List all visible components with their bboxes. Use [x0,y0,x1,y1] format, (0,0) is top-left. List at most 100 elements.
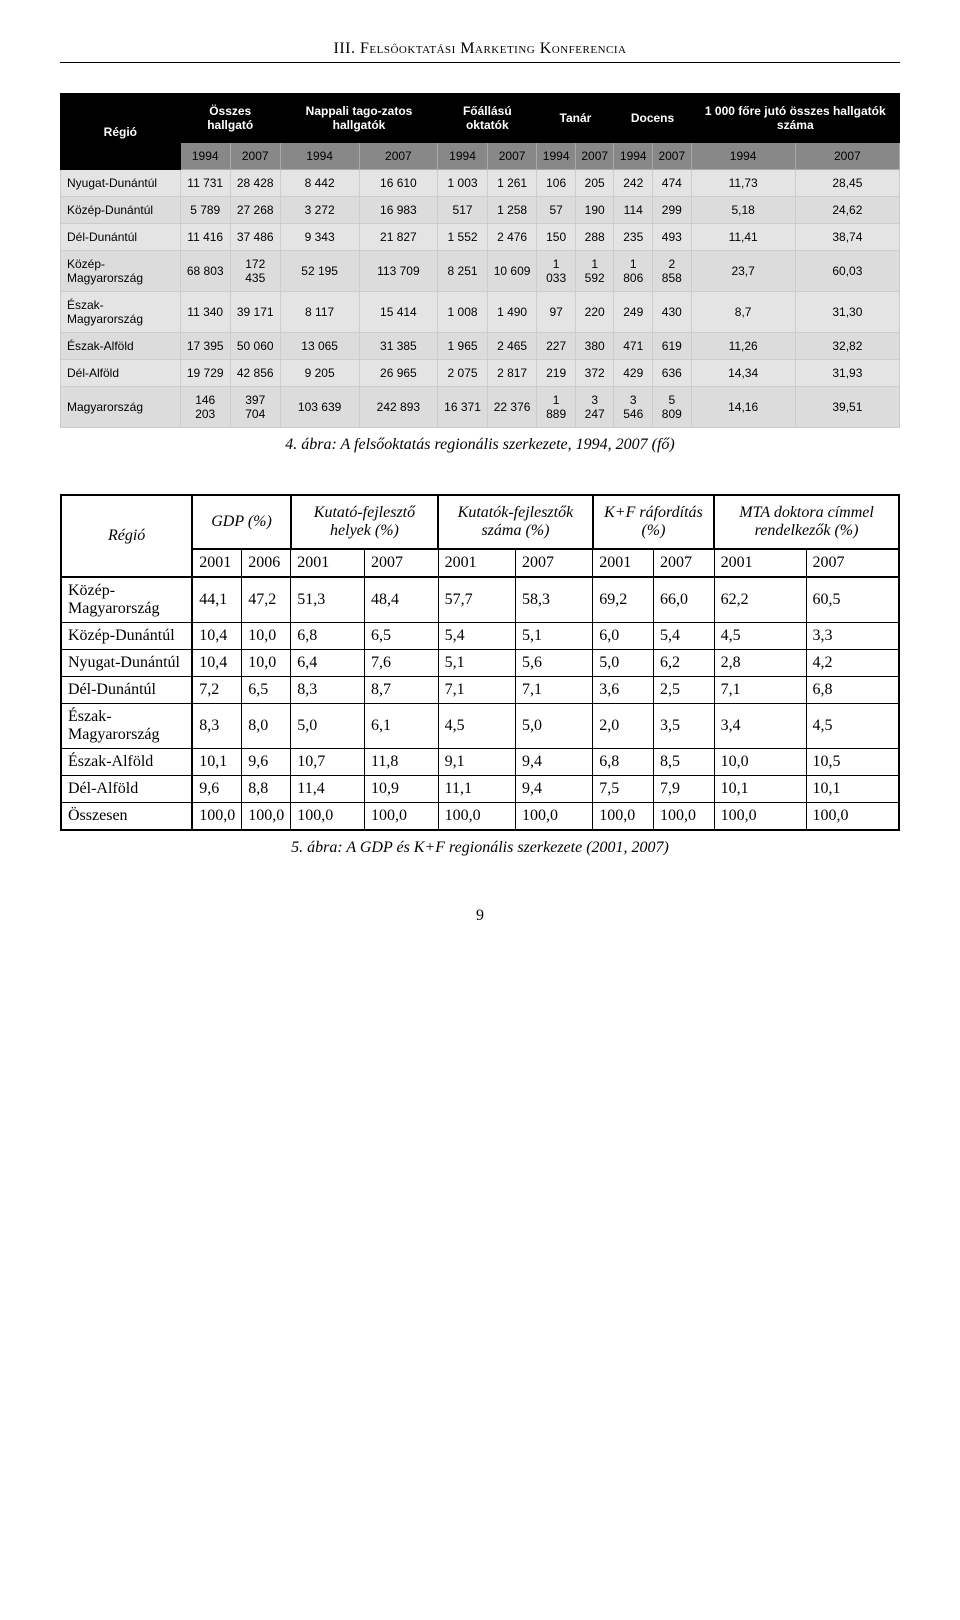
table-cell: 380 [575,333,614,360]
year-cell: 2007 [653,143,692,170]
table-cell: 2 465 [487,333,537,360]
table-cell: 10,0 [714,749,806,776]
col-hdr-1: Kutató-fejlesztő helyek (%) [291,495,438,549]
year-cell: 2007 [230,143,280,170]
table-cell: 100,0 [515,803,592,831]
table-cell: 430 [653,292,692,333]
year-cell: 1994 [180,143,230,170]
table-cell: 636 [653,360,692,387]
table-cell: 9,6 [242,749,291,776]
table-cell: 172 435 [230,251,280,292]
table-cell: 249 [614,292,653,333]
table-cell: 242 893 [359,387,438,428]
table-row-region: Észak-Magyarország [61,292,181,333]
table-row-region: Észak-Magyarország [61,704,192,749]
table-cell: 14,16 [691,387,795,428]
table-row-region: Közép-Dunántúl [61,623,192,650]
table-cell: 6,0 [593,623,654,650]
table-cell: 7,2 [192,677,242,704]
table-cell: 5,0 [515,704,592,749]
table-row-region: Közép-Magyarország [61,251,181,292]
table-cell: 11 731 [180,170,230,197]
table-row-region: Dél-Alföld [61,360,181,387]
table-cell: 9,6 [192,776,242,803]
table-cell: 42 856 [230,360,280,387]
table-cell: 5,1 [438,650,515,677]
year-cell: 2007 [653,549,714,577]
table-cell: 100,0 [291,803,365,831]
table-cell: 28 428 [230,170,280,197]
col-group-3: Tanár [537,94,614,143]
table-cell: 2,5 [653,677,714,704]
table-cell: 10,0 [242,650,291,677]
table-cell: 2,8 [714,650,806,677]
table-cell: 11 340 [180,292,230,333]
table-cell: 6,5 [364,623,438,650]
table-cell: 100,0 [364,803,438,831]
col-hdr-2: Kutatók-fejlesztők száma (%) [438,495,593,549]
table-felsooktatas: Régió Összes hallgató Nappali tago-zatos… [60,93,900,428]
table-row-region: Magyarország [61,387,181,428]
table-cell: 27 268 [230,197,280,224]
table-cell: 1 552 [438,224,488,251]
table-cell: 6,8 [806,677,899,704]
table-cell: 517 [438,197,488,224]
table-cell: 50 060 [230,333,280,360]
table-cell: 21 827 [359,224,438,251]
table-cell: 14,34 [691,360,795,387]
table-cell: 429 [614,360,653,387]
table-cell: 11,73 [691,170,795,197]
year-cell: 2001 [438,549,515,577]
table-cell: 37 486 [230,224,280,251]
table-row-region: Közép-Magyarország [61,577,192,623]
table-row-region: Dél-Alföld [61,776,192,803]
year-cell: 2001 [291,549,365,577]
table-cell: 5 809 [653,387,692,428]
table-cell: 227 [537,333,576,360]
table-row-region: Nyugat-Dunántúl [61,170,181,197]
table-cell: 100,0 [438,803,515,831]
table-cell: 235 [614,224,653,251]
table-cell: 31,93 [795,360,899,387]
table-cell: 10,1 [192,749,242,776]
table-cell: 66,0 [653,577,714,623]
table-cell: 1 965 [438,333,488,360]
table-cell: 100,0 [192,803,242,831]
year-cell: 1994 [280,143,359,170]
table-cell: 11,26 [691,333,795,360]
table-cell: 10,5 [806,749,899,776]
col-group-0: Összes hallgató [180,94,280,143]
table-cell: 6,2 [653,650,714,677]
year-cell: 2006 [242,549,291,577]
table-cell: 3 247 [575,387,614,428]
table-cell: 6,4 [291,650,365,677]
col-region: Régió [61,94,181,170]
caption-table1: 4. ábra: A felsőoktatás regionális szerk… [60,436,900,454]
table-cell: 146 203 [180,387,230,428]
table-cell: 2 817 [487,360,537,387]
table-cell: 220 [575,292,614,333]
table-cell: 10,0 [242,623,291,650]
table-cell: 7,9 [653,776,714,803]
table-cell: 15 414 [359,292,438,333]
table-cell: 9 343 [280,224,359,251]
table-cell: 10,4 [192,650,242,677]
table-cell: 8,3 [291,677,365,704]
table-cell: 11 416 [180,224,230,251]
table-cell: 5,1 [515,623,592,650]
table-cell: 10,9 [364,776,438,803]
year-cell: 2001 [593,549,654,577]
table-cell: 31,30 [795,292,899,333]
table-cell: 8 442 [280,170,359,197]
year-cell: 2007 [487,143,537,170]
table-cell: 28,45 [795,170,899,197]
table-cell: 97 [537,292,576,333]
table-cell: 1 490 [487,292,537,333]
table-cell: 16 610 [359,170,438,197]
table-cell: 23,7 [691,251,795,292]
table-row-region: Összesen [61,803,192,831]
table-cell: 3 546 [614,387,653,428]
table-cell: 10,4 [192,623,242,650]
table-cell: 47,2 [242,577,291,623]
table-cell: 10,1 [806,776,899,803]
